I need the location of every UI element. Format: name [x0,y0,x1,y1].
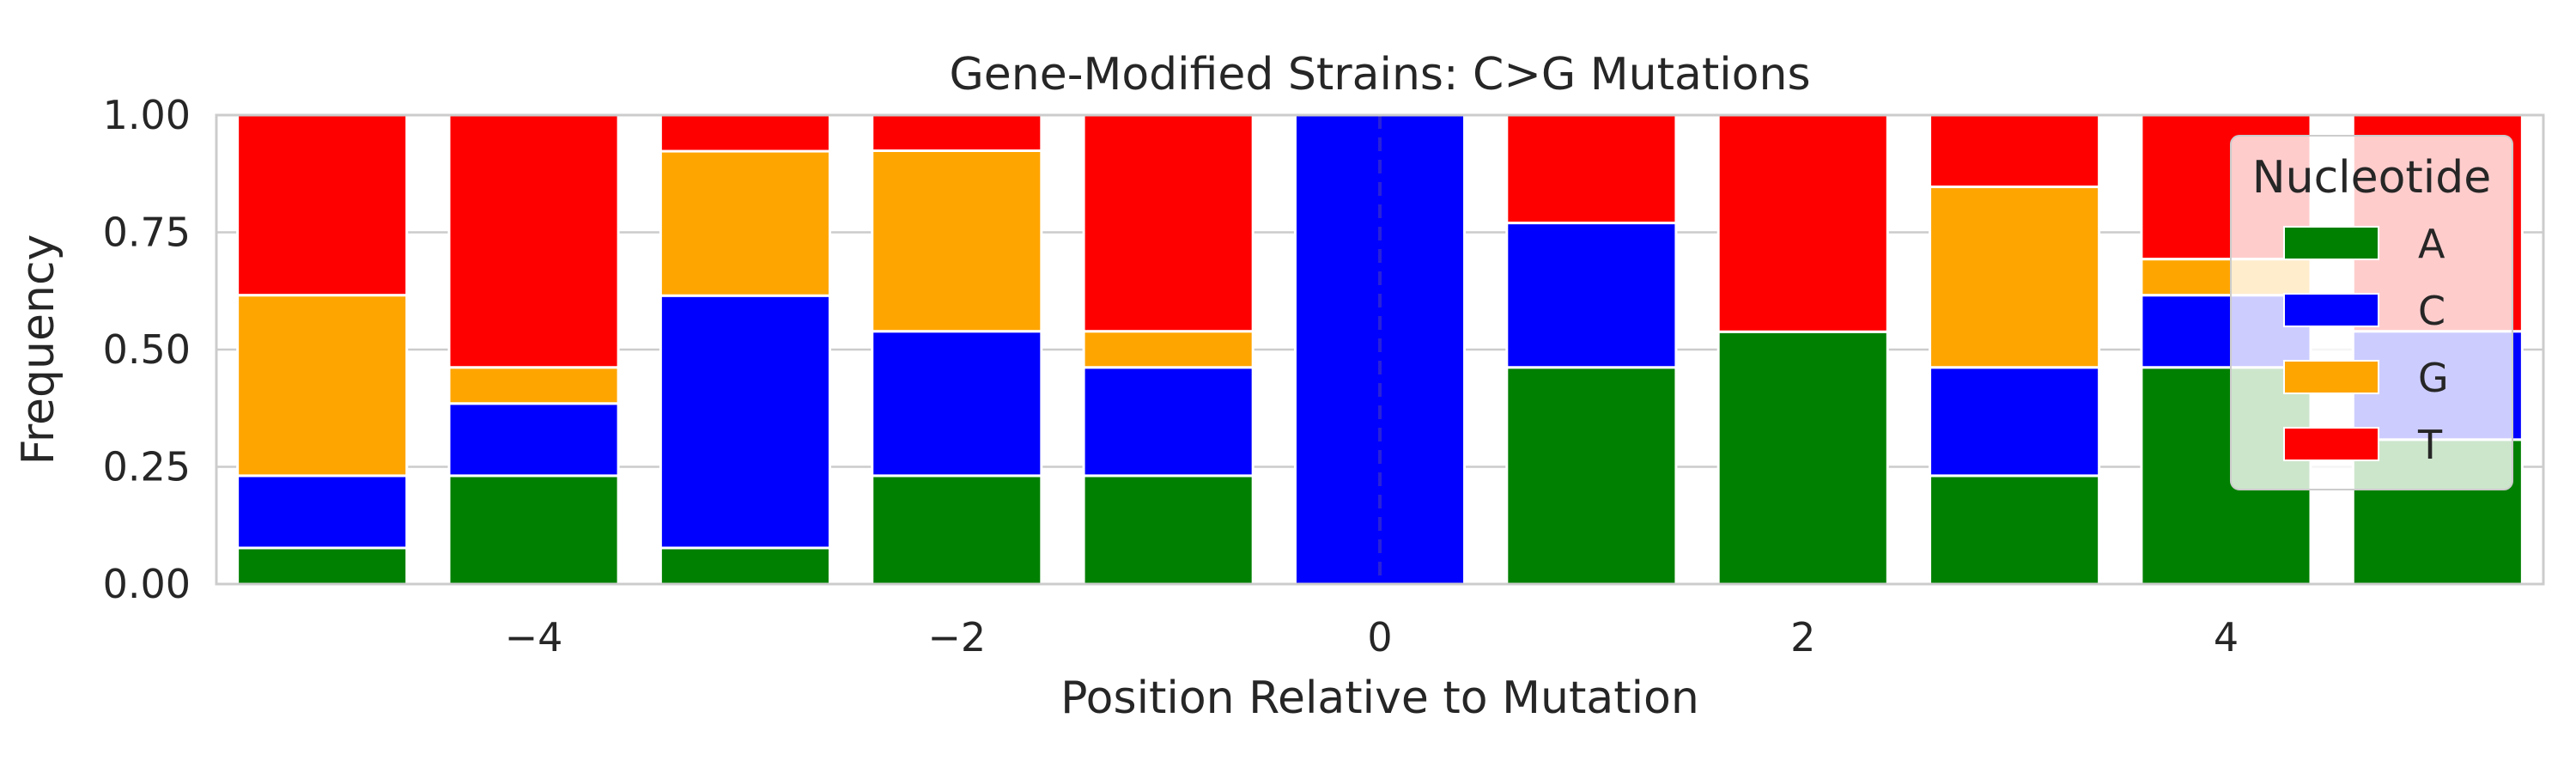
legend-label-G: G [2418,355,2449,401]
legend-swatch-A [2283,226,2379,260]
bar-segment-G-pos--4 [447,366,620,405]
plot-frame [215,113,2545,586]
bar-segment-G-pos--5 [236,294,409,478]
bar-segment-C-pos-1 [1505,222,1678,369]
x-tick-label: −4 [505,614,563,660]
bar-segment-T-pos--3 [659,113,831,153]
bars [236,113,2524,586]
x-axis-title: Position Relative to Mutation [1060,673,1699,724]
bar-segment-C-pos--4 [447,402,620,478]
x-tick-label: 2 [1790,614,1815,660]
legend-swatch-T [2283,427,2379,461]
y-tick-label: 0.25 [103,444,191,490]
bar-segment-T-pos-2 [1716,113,1889,333]
x-tick-label: −2 [927,614,986,660]
legend-swatch-C [2283,293,2379,327]
bar-segment-A-pos-1 [1505,366,1678,586]
bar-segment-C-pos--3 [659,294,831,550]
bar-segment-A-pos--2 [871,474,1043,586]
bar-segment-G-pos-3 [1929,186,2101,369]
bar-segment-T-pos--1 [1082,113,1255,333]
x-tick-labels: −4 −2 0 2 4 [505,614,2239,660]
x-tick-label: 0 [1367,614,1392,660]
bar-segment-A-pos-2 [1716,330,1889,586]
legend-swatch-G [2283,360,2379,394]
bar-segment-C-pos--5 [236,474,409,550]
bar-segment-T-pos--5 [236,113,409,297]
y-tick-labels: 0.00 0.25 0.50 0.75 1.00 [103,92,191,607]
y-tick-label: 0.50 [103,326,191,373]
bar-segment-G-pos--3 [659,149,831,297]
bar-segment-T-pos--2 [871,113,1043,152]
bar-segment-A-pos-3 [1929,474,2101,586]
legend-label-T: T [2417,422,2443,468]
y-tick-label: 0.00 [103,561,191,607]
x-tick-label: 4 [2214,614,2239,660]
y-tick-label: 1.00 [103,92,191,138]
bar-segment-A-pos--3 [659,546,831,586]
chart-title: Gene-Modified Strains: C>G Mutations [949,49,1810,100]
bar-segment-A-pos--5 [236,546,409,586]
bar-segment-G-pos--1 [1082,330,1255,369]
legend-label-A: A [2418,221,2445,267]
bar-segment-C-pos--2 [871,330,1043,478]
bar-segment-C-pos-3 [1929,366,2101,478]
bar-segment-T-pos-3 [1929,113,2101,189]
bar-segment-T-pos--4 [447,113,620,369]
y-tick-label: 0.75 [103,210,191,256]
bar-segment-G-pos--2 [871,149,1043,333]
legend-title: Nucleotide [2252,152,2492,204]
bar-segment-T-pos-1 [1505,113,1678,225]
bar-segment-A-pos--1 [1082,474,1255,586]
bar-segment-A-pos--4 [447,474,620,586]
bar-segment-C-pos--1 [1082,366,1255,478]
legend-label-C: C [2418,288,2445,334]
y-axis-title: Frequency [13,234,64,466]
